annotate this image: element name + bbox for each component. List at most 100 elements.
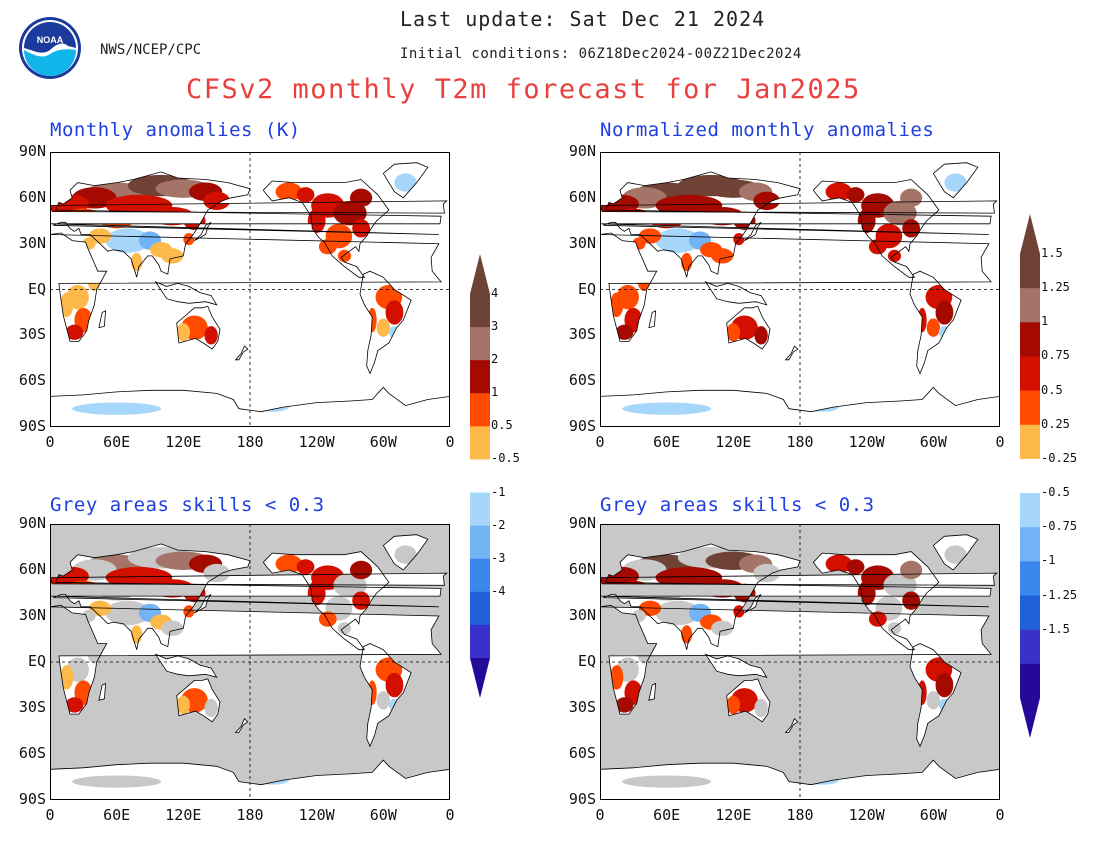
anomaly-blob xyxy=(681,252,693,272)
colorbar-label: -3 xyxy=(491,550,506,565)
colorbar-segment xyxy=(1020,561,1040,597)
anomaly-blob xyxy=(622,402,712,415)
coastline xyxy=(648,310,657,329)
anomaly-blob xyxy=(825,554,853,574)
anomaly-blob xyxy=(65,697,84,713)
anomaly-blob xyxy=(681,625,693,644)
colorbar-segment xyxy=(1020,527,1040,562)
anomaly-blob xyxy=(900,560,923,580)
svg-text:NOAA: NOAA xyxy=(37,35,64,45)
x-tick-label: 0 xyxy=(595,433,605,451)
land-madagascar xyxy=(98,310,106,328)
colorbar-segment xyxy=(1020,356,1040,392)
anomaly-blob xyxy=(203,563,231,583)
coastline xyxy=(359,270,412,375)
x-tick-label: 180 xyxy=(786,433,814,451)
land-indonesia xyxy=(705,281,767,305)
coastline xyxy=(600,604,992,715)
coastline xyxy=(98,310,107,329)
coastline xyxy=(704,281,768,306)
x-tick-label: 120W xyxy=(848,433,885,451)
coastline xyxy=(382,534,429,571)
colorbar-label: 1 xyxy=(491,385,499,400)
colorbar-label: 0.5 xyxy=(1041,382,1063,397)
anomaly-blob xyxy=(376,691,391,710)
colorbar-label: -0.75 xyxy=(1041,519,1078,534)
land-madagascar xyxy=(648,683,656,701)
colorbar-label: 0.25 xyxy=(1041,416,1070,431)
coastline xyxy=(726,678,771,723)
colorbar-segment xyxy=(470,360,490,394)
coastline xyxy=(98,682,107,701)
colorbar-label: 1.5 xyxy=(1041,246,1063,260)
coastline xyxy=(932,162,979,199)
colorbar-segment xyxy=(470,459,490,494)
anomaly-blob xyxy=(350,188,373,207)
y-tick-label: EQ xyxy=(27,652,46,670)
anomaly-blob xyxy=(926,691,940,710)
anomaly-blob xyxy=(105,600,150,626)
coastline xyxy=(50,759,450,800)
coastline xyxy=(932,534,979,571)
colorbar-label: -0.25 xyxy=(1041,450,1078,465)
x-tick-label: 120E xyxy=(165,433,202,451)
x-tick-label: 60E xyxy=(103,433,131,451)
coastline xyxy=(50,171,442,278)
y-tick-label: 30S xyxy=(568,325,596,344)
x-tick-label: 0 xyxy=(995,433,1005,451)
y-tick-label: 90N xyxy=(568,514,596,532)
coastline xyxy=(194,221,212,241)
y-tick-label: 60N xyxy=(18,187,46,206)
anomaly-blob xyxy=(944,173,967,192)
x-tick-label: 120W xyxy=(298,806,335,824)
colorbar-segment xyxy=(470,393,490,427)
x-tick-label: 0 xyxy=(45,806,55,824)
colorbar-normalized xyxy=(1020,214,1040,738)
colorbar-label: 0.5 xyxy=(491,418,513,433)
anomaly-blob xyxy=(622,775,712,788)
y-tick-label: 60S xyxy=(18,744,46,762)
anomaly-blob xyxy=(204,698,218,718)
last-update: Last update: Sat Dec 21 2024 xyxy=(400,7,766,31)
anomaly-blob xyxy=(868,611,887,627)
coastline xyxy=(909,643,962,748)
anomaly-blob xyxy=(72,775,162,788)
coastline xyxy=(600,543,992,650)
anomaly-blob xyxy=(131,252,143,272)
anomaly-blob xyxy=(754,698,768,718)
x-tick-label: 180 xyxy=(236,806,264,824)
coastline xyxy=(234,718,249,733)
panel-title-normalized: Normalized monthly anomalies xyxy=(600,119,935,141)
map-panel-skill-masked-anomalies xyxy=(50,524,450,800)
colorbar-segment xyxy=(1020,595,1040,631)
map-panel-normalized xyxy=(600,152,1000,427)
coastline xyxy=(600,232,992,342)
anomaly-blob xyxy=(615,324,634,340)
panel-title-anomalies: Monthly anomalies (K) xyxy=(50,119,301,141)
colorbar-label: 1.25 xyxy=(1041,280,1070,295)
colorbar-top-arrow xyxy=(1020,214,1040,254)
anomaly-blob xyxy=(754,326,768,345)
colorbar-segment xyxy=(470,591,490,626)
x-tick-label: 180 xyxy=(786,806,814,824)
y-tick-label: EQ xyxy=(577,652,596,670)
y-tick-label: 90S xyxy=(18,790,46,808)
y-tick-label: 30N xyxy=(568,233,596,252)
anomaly-blob xyxy=(176,695,190,715)
colorbar-label: -1.25 xyxy=(1041,587,1078,602)
colorbar-label: -1.5 xyxy=(1041,621,1070,636)
anomaly-blob xyxy=(726,695,740,715)
colorbar-label: -1 xyxy=(1041,553,1056,568)
coastlines xyxy=(600,534,1000,800)
x-tick-label: 60E xyxy=(653,806,681,824)
anomaly-blob xyxy=(204,326,218,345)
colorbar-segment xyxy=(1020,322,1040,357)
colorbar-label: -0.5 xyxy=(1041,485,1070,500)
colorbar-label: -0.5 xyxy=(491,451,520,466)
x-tick-label: 0 xyxy=(45,433,55,451)
coastline xyxy=(50,543,442,650)
anomaly-blob xyxy=(655,228,700,253)
coastline xyxy=(154,653,218,678)
anomaly-blob xyxy=(131,625,143,644)
x-tick-label: 120W xyxy=(298,433,335,451)
